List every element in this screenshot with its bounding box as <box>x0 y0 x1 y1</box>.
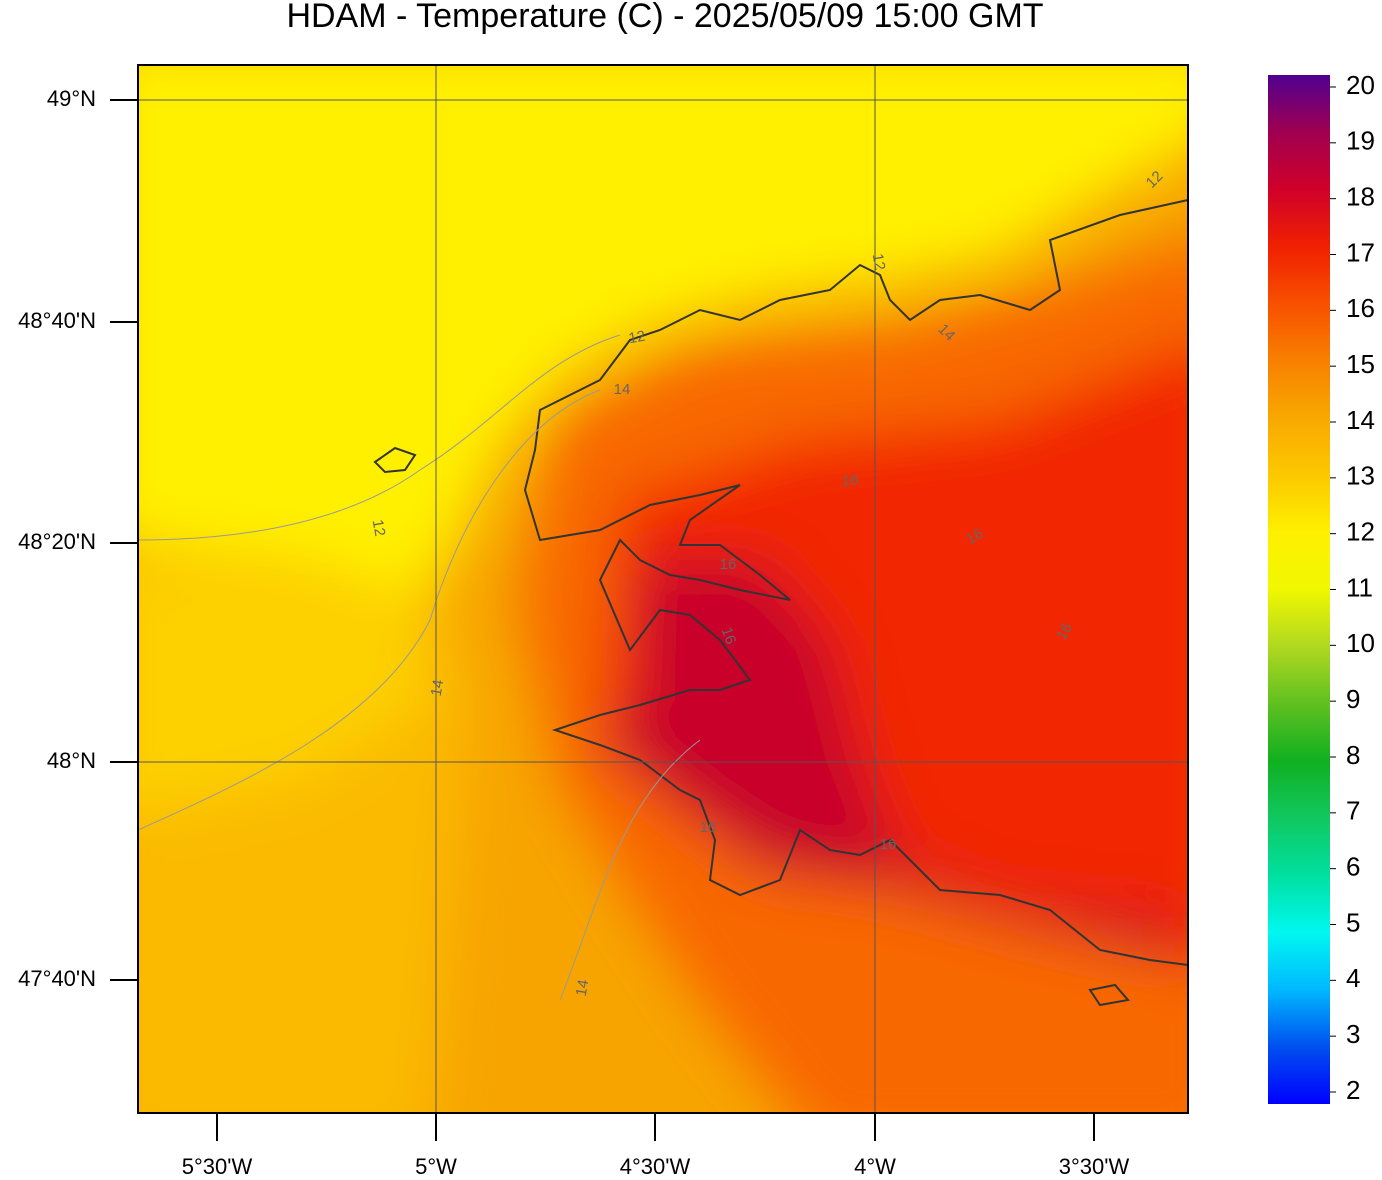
colorbar-label: 16 <box>1346 293 1375 323</box>
colorbar-label: 17 <box>1346 237 1375 267</box>
contour-label: 16 <box>880 836 897 853</box>
contour-label: 12 <box>369 518 389 537</box>
lat-label: 48°N <box>47 748 96 773</box>
contour-label: 16 <box>700 819 717 836</box>
lon-label: 4°W <box>854 1154 896 1179</box>
lat-label: 48°40'N <box>18 308 96 333</box>
title: HDAM - Temperature (C) - 2025/05/09 15:0… <box>286 0 1043 35</box>
contour-label: 16 <box>842 472 859 489</box>
colorbar-label: 13 <box>1346 461 1375 491</box>
lat-label: 48°20'N <box>18 529 96 554</box>
lat-label: 49°N <box>47 86 96 111</box>
lon-label: 4°30'W <box>620 1154 691 1179</box>
contour-label: 14 <box>428 678 448 697</box>
contour-label: 14 <box>614 381 631 398</box>
coastline <box>523 199 1188 966</box>
colorbar-label: 10 <box>1346 628 1375 658</box>
contour-label: 16 <box>720 556 737 573</box>
colorbar-label: 14 <box>1346 405 1375 435</box>
contour-label: 14 <box>573 978 593 997</box>
colorbar-label: 5 <box>1346 907 1360 937</box>
lon-label: 3°30'W <box>1059 1154 1130 1179</box>
colorbar-label: 3 <box>1346 1019 1360 1049</box>
colorbar-label: 2 <box>1346 1075 1360 1105</box>
colorbar <box>1268 75 1330 1104</box>
colorbar-label: 9 <box>1346 684 1360 714</box>
contour-label: 12 <box>869 252 889 271</box>
colorbar-label: 18 <box>1346 182 1375 212</box>
colorbar-label: 6 <box>1346 852 1360 882</box>
colorbar-label: 11 <box>1346 572 1373 602</box>
axes: 49°N 48°40'N 48°20'N 48°N 47°40'N 5°30'W 5°W 4°… <box>18 86 1129 1179</box>
map-frame <box>137 64 1189 1114</box>
colorbar-ticks: 2 3 4 5 6 7 8 9 10 11 12 13 14 15 16 17 18 19 20 <box>1330 70 1375 1105</box>
lat-label: 47°40'N <box>18 966 96 991</box>
colorbar-label: 8 <box>1346 740 1360 770</box>
colorbar-label: 15 <box>1346 349 1375 379</box>
contour-label: 16 <box>963 525 986 548</box>
contour-label: 16 <box>1053 620 1076 643</box>
lon-label: 5°30'W <box>182 1154 253 1179</box>
contour-label: 16 <box>718 625 740 646</box>
colorbar-label: 20 <box>1346 70 1375 100</box>
colorbar-label: 4 <box>1346 963 1360 993</box>
contour-label: 12 <box>627 328 646 348</box>
lon-label: 5°W <box>415 1154 457 1179</box>
colorbar-label: 19 <box>1346 126 1375 156</box>
contour-lines <box>138 334 701 1001</box>
colorbar-label: 7 <box>1346 796 1360 826</box>
colorbar-label: 12 <box>1346 517 1375 547</box>
islands <box>373 446 1130 1007</box>
